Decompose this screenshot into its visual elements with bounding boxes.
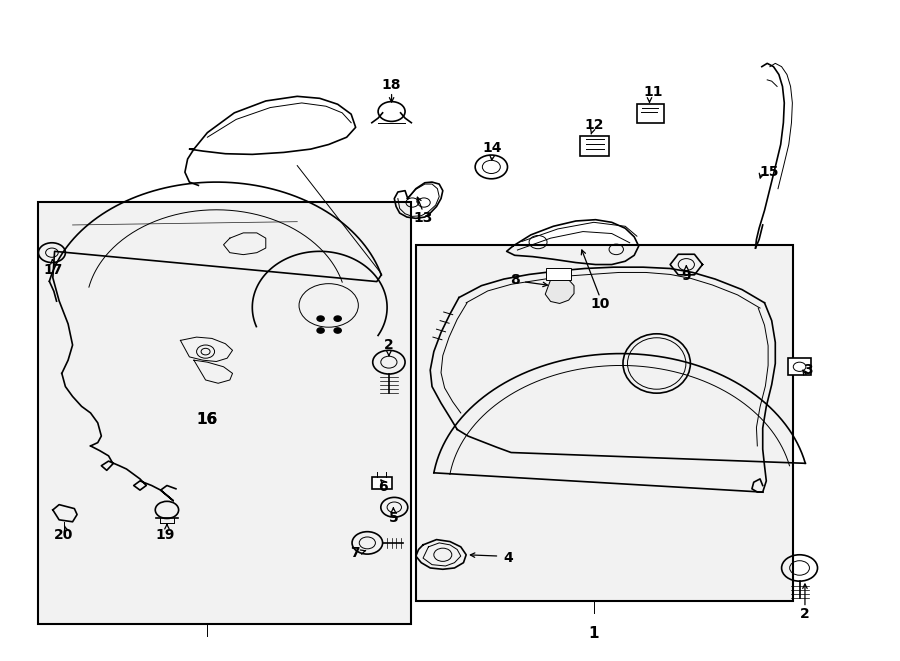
- Text: 16: 16: [197, 412, 218, 427]
- Text: 2: 2: [800, 607, 810, 621]
- Text: 7: 7: [350, 547, 360, 561]
- FancyBboxPatch shape: [416, 245, 793, 601]
- FancyBboxPatch shape: [372, 477, 392, 488]
- Text: 4: 4: [503, 551, 513, 565]
- Text: 13: 13: [413, 212, 433, 225]
- Text: 3: 3: [803, 363, 813, 377]
- Text: 5: 5: [389, 512, 399, 525]
- Text: 8: 8: [509, 273, 519, 287]
- Text: 9: 9: [681, 270, 691, 284]
- Circle shape: [334, 328, 341, 333]
- Circle shape: [317, 316, 324, 321]
- Text: 2: 2: [384, 338, 394, 352]
- Polygon shape: [545, 276, 574, 303]
- Text: 1: 1: [589, 627, 599, 641]
- FancyBboxPatch shape: [637, 104, 664, 123]
- Text: 19: 19: [156, 528, 175, 542]
- Circle shape: [317, 328, 324, 333]
- Text: 18: 18: [382, 78, 401, 92]
- Text: 11: 11: [644, 85, 662, 98]
- FancyBboxPatch shape: [546, 268, 572, 280]
- Text: 17: 17: [43, 263, 62, 277]
- FancyBboxPatch shape: [39, 202, 411, 624]
- Circle shape: [334, 316, 341, 321]
- FancyBboxPatch shape: [788, 358, 811, 375]
- Text: 12: 12: [584, 118, 604, 132]
- FancyBboxPatch shape: [580, 136, 609, 156]
- Text: 10: 10: [590, 297, 610, 311]
- Text: 20: 20: [54, 528, 73, 542]
- Text: 16: 16: [197, 412, 218, 427]
- Text: 14: 14: [482, 141, 502, 155]
- Text: 15: 15: [760, 165, 778, 179]
- Text: 6: 6: [378, 481, 387, 494]
